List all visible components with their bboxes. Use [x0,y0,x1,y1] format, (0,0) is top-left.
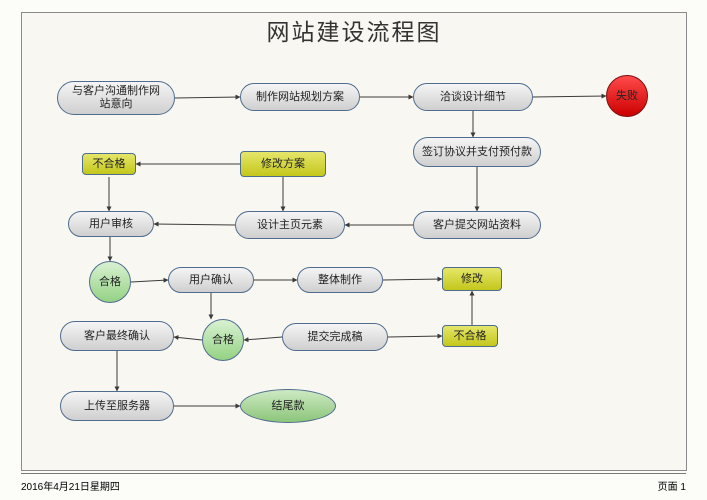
edge [244,337,282,340]
edge [383,279,442,280]
edge [175,97,240,98]
footer-date: 2016年4月21日星期四 [21,478,120,493]
footer: 2016年4月21日星期四 页面 1 [21,473,686,493]
node-n10: 客户提交网站资料 [413,211,541,239]
node-n3: 洽谈设计细节 [413,83,533,111]
node-n4: 失败 [606,75,648,117]
page-title: 网站建设流程图 [22,13,686,47]
node-n5: 签订协议并支付预付款 [413,137,541,167]
node-n17: 提交完成稿 [282,323,388,351]
node-n13: 整体制作 [297,267,383,293]
node-n16: 合格 [202,319,244,361]
edge [174,337,202,340]
footer-page: 页面 1 [658,478,686,493]
edge [533,96,606,97]
node-n8: 用户审核 [68,211,154,237]
edge [388,336,442,337]
node-n15: 客户最终确认 [60,321,174,351]
node-n6: 不合格 [82,153,136,175]
edge [154,224,235,225]
node-n20: 结尾款 [240,389,336,423]
node-n12: 用户确认 [168,267,254,293]
node-n9: 设计主页元素 [235,211,345,239]
footer-rule [21,473,686,474]
node-n1: 与客户沟通制作网站意向 [57,81,175,115]
node-n18: 不合格 [442,325,498,347]
node-n19: 上传至服务器 [60,391,174,421]
node-n11: 合格 [89,261,131,303]
diagram-canvas: 网站建设流程图 与客户沟通制作网站意向 制作网站规划方案 洽谈设计细节 失败签订协议并… [21,12,687,471]
node-n14: 修改 [442,267,502,291]
edge [131,280,168,282]
node-n2: 制作网站规划方案 [240,83,360,111]
node-n7: 修改方案 [240,151,326,177]
